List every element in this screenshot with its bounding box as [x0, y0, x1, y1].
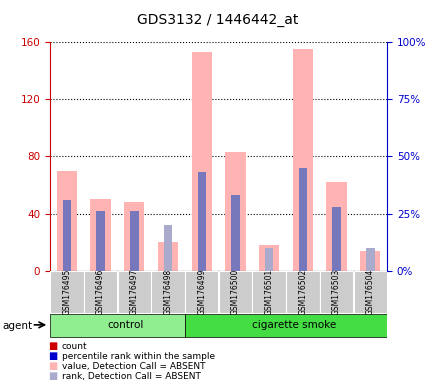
Bar	[218, 271, 252, 313]
Text: GSM176496: GSM176496	[96, 269, 105, 315]
Text: control: control	[108, 320, 144, 331]
Bar	[184, 271, 218, 313]
Bar	[184, 314, 386, 337]
Bar	[90, 199, 110, 271]
Text: GSM176500: GSM176500	[230, 269, 240, 315]
Text: rank, Detection Call = ABSENT: rank, Detection Call = ABSENT	[62, 372, 200, 381]
Bar	[158, 242, 178, 271]
Text: GSM176498: GSM176498	[163, 269, 172, 315]
Bar	[359, 251, 379, 271]
Bar	[332, 207, 340, 271]
Text: GSM176495: GSM176495	[62, 269, 71, 315]
Bar	[57, 171, 77, 271]
Text: ■: ■	[48, 371, 57, 381]
Bar	[326, 182, 346, 271]
Text: GSM176504: GSM176504	[365, 269, 374, 315]
Text: percentile rank within the sample: percentile rank within the sample	[62, 352, 214, 361]
Text: ■: ■	[48, 361, 57, 371]
Bar	[264, 248, 273, 271]
Bar	[252, 271, 285, 313]
Bar	[50, 314, 184, 337]
Bar	[164, 225, 172, 271]
Text: ■: ■	[48, 341, 57, 351]
Text: value, Detection Call = ABSENT: value, Detection Call = ABSENT	[62, 362, 205, 371]
Text: GSM176501: GSM176501	[264, 269, 273, 315]
Bar	[96, 211, 105, 271]
Bar	[197, 172, 205, 271]
Bar	[353, 271, 386, 313]
Text: cigarette smoke: cigarette smoke	[252, 320, 336, 331]
Bar	[151, 271, 184, 313]
Bar	[191, 52, 211, 271]
Bar	[130, 211, 138, 271]
Bar	[292, 50, 312, 271]
Bar	[50, 271, 83, 313]
Bar	[225, 152, 245, 271]
Text: GSM176502: GSM176502	[298, 269, 307, 315]
Bar	[365, 248, 374, 271]
Bar	[286, 271, 319, 313]
Text: agent: agent	[2, 321, 32, 331]
Bar	[62, 200, 71, 271]
Bar	[319, 271, 352, 313]
Bar	[84, 271, 117, 313]
Bar	[231, 195, 239, 271]
Bar	[259, 245, 279, 271]
Text: count: count	[62, 342, 87, 351]
Bar	[117, 271, 151, 313]
Text: GSM176497: GSM176497	[129, 269, 138, 315]
Bar	[298, 168, 306, 271]
Text: GDS3132 / 1446442_at: GDS3132 / 1446442_at	[137, 13, 297, 27]
Text: GSM176499: GSM176499	[197, 269, 206, 315]
Text: ■: ■	[48, 351, 57, 361]
Bar	[124, 202, 144, 271]
Text: GSM176503: GSM176503	[331, 269, 340, 315]
